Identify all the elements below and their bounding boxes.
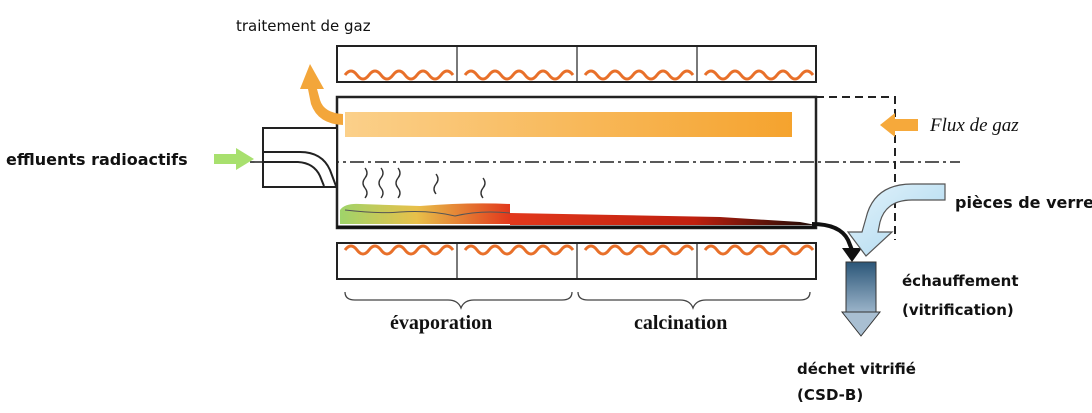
top-heater-coil [343,69,815,81]
evaporation-label: évaporation [390,312,493,334]
calcine-bed-evaporation [340,203,510,224]
waste-label-line2: (CSD-B) [797,386,864,404]
effluent-arrow [214,148,254,170]
heating-label-line2: (vitrification) [902,301,1014,319]
gas-flow-arrow [880,113,918,137]
glass-outlet [840,261,882,337]
gas-treatment-label: traitement de gaz [236,17,371,35]
bottom-heater [336,242,817,280]
heating-label-line1: échauffement [902,272,1019,290]
dashed-outline [816,96,896,240]
gas-flow-bar [345,112,792,137]
calcination-brace [577,291,811,310]
vapor-squiggles [362,167,486,199]
waste-label-line1: déchet vitrifié [797,360,916,378]
bottom-heater-coil [343,244,815,256]
feed-inlet [262,127,338,188]
calcine-bed-calcination [510,213,816,225]
calcination-label: calcination [634,312,728,334]
discharge-line [811,222,854,251]
glass-pieces-arrow [846,183,946,257]
gas-treatment-arrow [300,64,343,125]
effluents-label: effluents radioactifs [6,150,188,169]
top-heater [336,45,817,83]
gas-flow-label: Flux de gaz [930,115,1019,136]
glass-pieces-label: pièces de verre [955,193,1092,212]
evaporation-brace [344,291,573,310]
